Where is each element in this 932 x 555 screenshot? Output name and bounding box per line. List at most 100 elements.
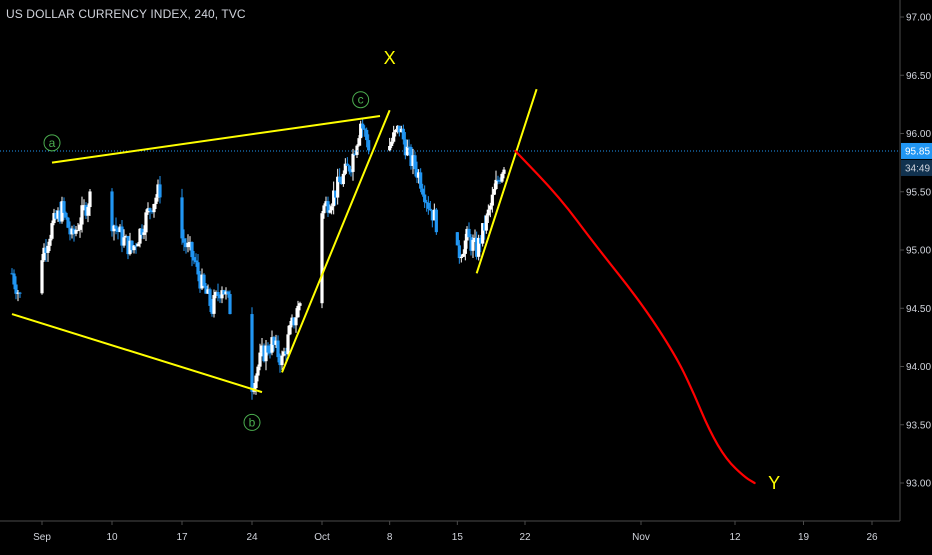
candle xyxy=(500,172,504,184)
candle-body xyxy=(220,290,224,299)
candle-body xyxy=(322,205,326,214)
candle-body xyxy=(142,232,146,235)
candle-body xyxy=(120,226,124,246)
candle xyxy=(484,213,488,234)
candle xyxy=(72,224,76,242)
candle xyxy=(206,284,210,295)
candle-body xyxy=(423,194,427,203)
candle xyxy=(365,127,369,148)
candle xyxy=(457,240,461,264)
candle-body xyxy=(338,176,342,183)
candle xyxy=(276,335,280,363)
countdown-value: 34:49 xyxy=(905,163,930,174)
candle xyxy=(363,125,367,137)
y-tick-label: 95.50 xyxy=(906,187,931,198)
candle-body xyxy=(154,197,158,205)
candle-body xyxy=(258,352,262,367)
candle xyxy=(479,235,483,253)
candle-body xyxy=(146,208,150,213)
candle-body xyxy=(268,352,272,354)
candle-body xyxy=(334,190,338,198)
candle xyxy=(192,250,196,265)
candle xyxy=(390,137,394,149)
candle xyxy=(64,211,68,220)
candle xyxy=(56,207,60,222)
candle xyxy=(144,209,148,242)
candle-body xyxy=(192,257,196,261)
candle xyxy=(256,364,260,382)
candle xyxy=(409,144,413,170)
candle xyxy=(224,287,228,300)
x-tick-label: 19 xyxy=(798,532,810,543)
candle xyxy=(430,210,434,228)
candle xyxy=(78,217,82,238)
candle-body xyxy=(426,202,430,209)
candle-body xyxy=(208,289,212,306)
candle xyxy=(298,301,302,311)
candle-body xyxy=(401,128,405,140)
candle-body xyxy=(184,242,188,248)
candle-body xyxy=(204,285,208,294)
projection-curve[interactable] xyxy=(514,149,756,485)
candle-body xyxy=(70,228,74,235)
candle-body xyxy=(471,239,475,251)
candle xyxy=(419,168,423,193)
candle xyxy=(52,208,56,226)
candle xyxy=(76,222,80,232)
x-tick-label: Nov xyxy=(632,532,650,543)
candle xyxy=(332,181,336,215)
candle-body xyxy=(477,237,481,257)
wave-label-a: a xyxy=(49,136,56,150)
candle-body xyxy=(496,179,500,181)
candle-body xyxy=(10,273,14,275)
candle xyxy=(278,353,282,373)
candle xyxy=(88,188,92,216)
candle-body xyxy=(430,210,434,221)
candle xyxy=(14,276,18,300)
candle-body xyxy=(260,345,264,353)
candle xyxy=(272,335,276,352)
candle xyxy=(349,169,353,177)
wave-label-Y: Y xyxy=(768,473,780,493)
candle-body xyxy=(432,209,436,221)
candle xyxy=(326,196,330,217)
candle xyxy=(498,177,502,184)
candle-body xyxy=(148,208,152,212)
candle xyxy=(124,234,128,238)
candle-body xyxy=(492,189,496,195)
candle-body xyxy=(138,228,142,244)
candle xyxy=(66,216,70,229)
candle xyxy=(392,125,396,144)
candle xyxy=(118,224,122,233)
candle-body xyxy=(473,237,477,240)
candle-body xyxy=(286,334,290,355)
candle-body xyxy=(190,242,194,258)
candle-body xyxy=(363,128,367,130)
trendline-impulse-up-1[interactable] xyxy=(281,109,391,373)
trendline-lower-channel[interactable] xyxy=(11,313,263,394)
candle xyxy=(110,188,114,237)
trendline-upper-channel[interactable] xyxy=(51,115,381,164)
candle-body xyxy=(276,340,280,358)
candle-body xyxy=(118,226,122,233)
trendline-impulse-up-2[interactable] xyxy=(475,88,538,274)
candle-body xyxy=(465,228,469,241)
candle xyxy=(50,220,54,241)
candle-body xyxy=(292,317,296,326)
candle xyxy=(471,234,475,258)
candle xyxy=(490,186,494,213)
x-tick-label: 10 xyxy=(106,532,118,543)
candle xyxy=(351,148,355,181)
wave-label-b-circle xyxy=(243,413,261,431)
candle xyxy=(228,290,232,315)
candle xyxy=(266,342,270,356)
candle-body xyxy=(413,155,417,170)
candle xyxy=(361,118,365,137)
candle xyxy=(58,201,62,224)
candle-body xyxy=(409,147,413,166)
wave-label-b: b xyxy=(249,415,256,429)
candle xyxy=(425,199,429,212)
candle xyxy=(280,350,284,370)
